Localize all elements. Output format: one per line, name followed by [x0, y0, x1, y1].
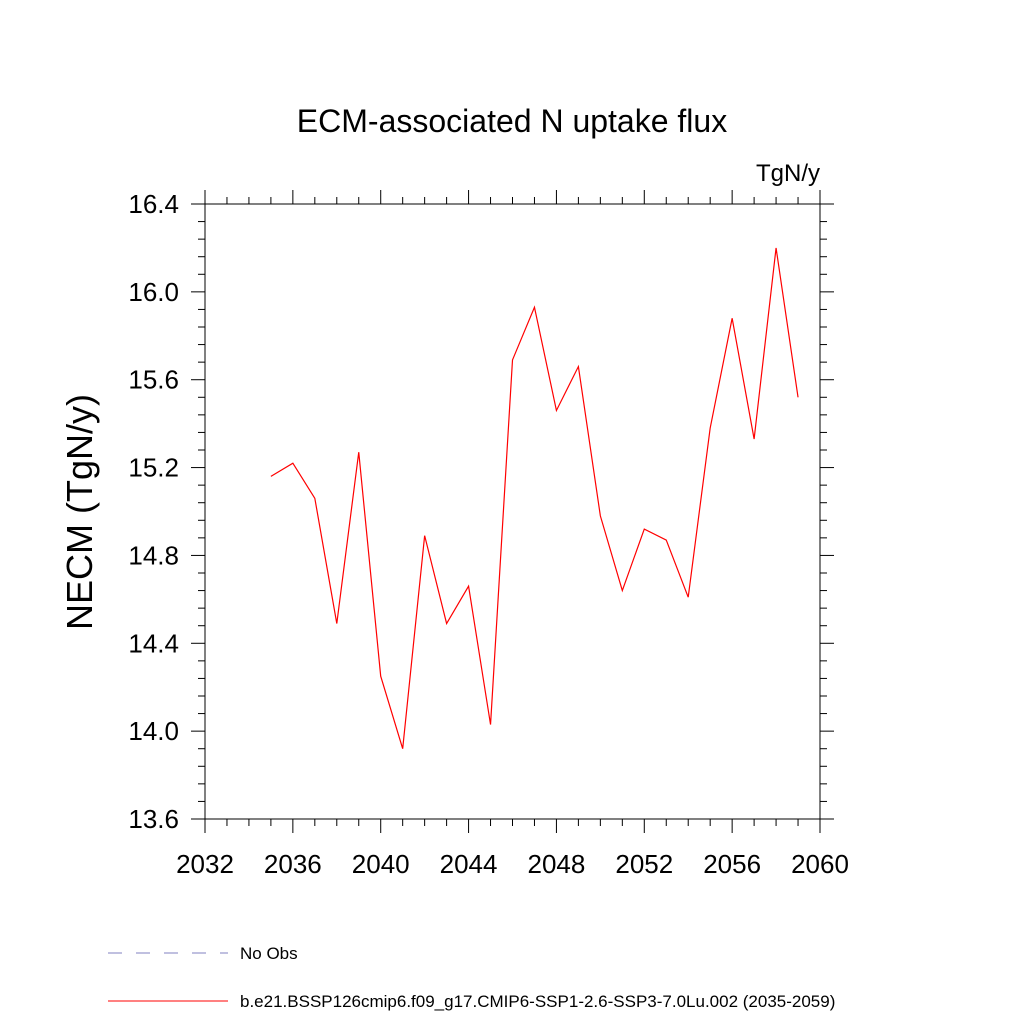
x-tick-label: 2044 [440, 849, 498, 879]
y-axis-label: NECM (TgN/y) [59, 394, 100, 630]
y-axis-ticks [191, 203, 834, 820]
x-tick-label: 2056 [703, 849, 761, 879]
y-tick-label: 15.6 [128, 365, 179, 395]
y-tick-label: 15.2 [128, 453, 179, 483]
x-tick-label: 2040 [352, 849, 410, 879]
units-label: TgN/y [756, 160, 820, 187]
series-group [270, 247, 799, 749]
legend: No Obs b.e21.BSSP126cmip6.f09_g17.CMIP6-… [108, 944, 835, 1011]
x-axis-tick-labels: 2032 2036 2040 2044 2048 2052 2056 2060 [176, 849, 849, 879]
y-tick-label: 13.6 [128, 804, 179, 834]
x-tick-label: 2048 [528, 849, 586, 879]
x-tick-label: 2052 [615, 849, 673, 879]
y-tick-label: 16.0 [128, 277, 179, 307]
x-tick-label: 2036 [264, 849, 322, 879]
series-line-0 [270, 247, 799, 749]
y-axis-tick-labels: 13.6 14.0 14.4 14.8 15.2 15.6 16.0 16.4 [128, 189, 179, 834]
x-axis-ticks [204, 190, 821, 833]
y-tick-label: 14.8 [128, 540, 179, 570]
chart-title: ECM-associated N uptake flux [297, 103, 727, 139]
legend-label-model-run: b.e21.BSSP126cmip6.f09_g17.CMIP6-SSP1-2.… [240, 992, 835, 1011]
y-tick-label: 16.4 [128, 189, 179, 219]
x-tick-label: 2060 [791, 849, 849, 879]
plot-frame [204, 203, 821, 820]
y-tick-label: 14.0 [128, 716, 179, 746]
x-tick-label: 2032 [176, 849, 234, 879]
y-tick-label: 14.4 [128, 628, 179, 658]
legend-label-no-obs: No Obs [240, 944, 298, 963]
